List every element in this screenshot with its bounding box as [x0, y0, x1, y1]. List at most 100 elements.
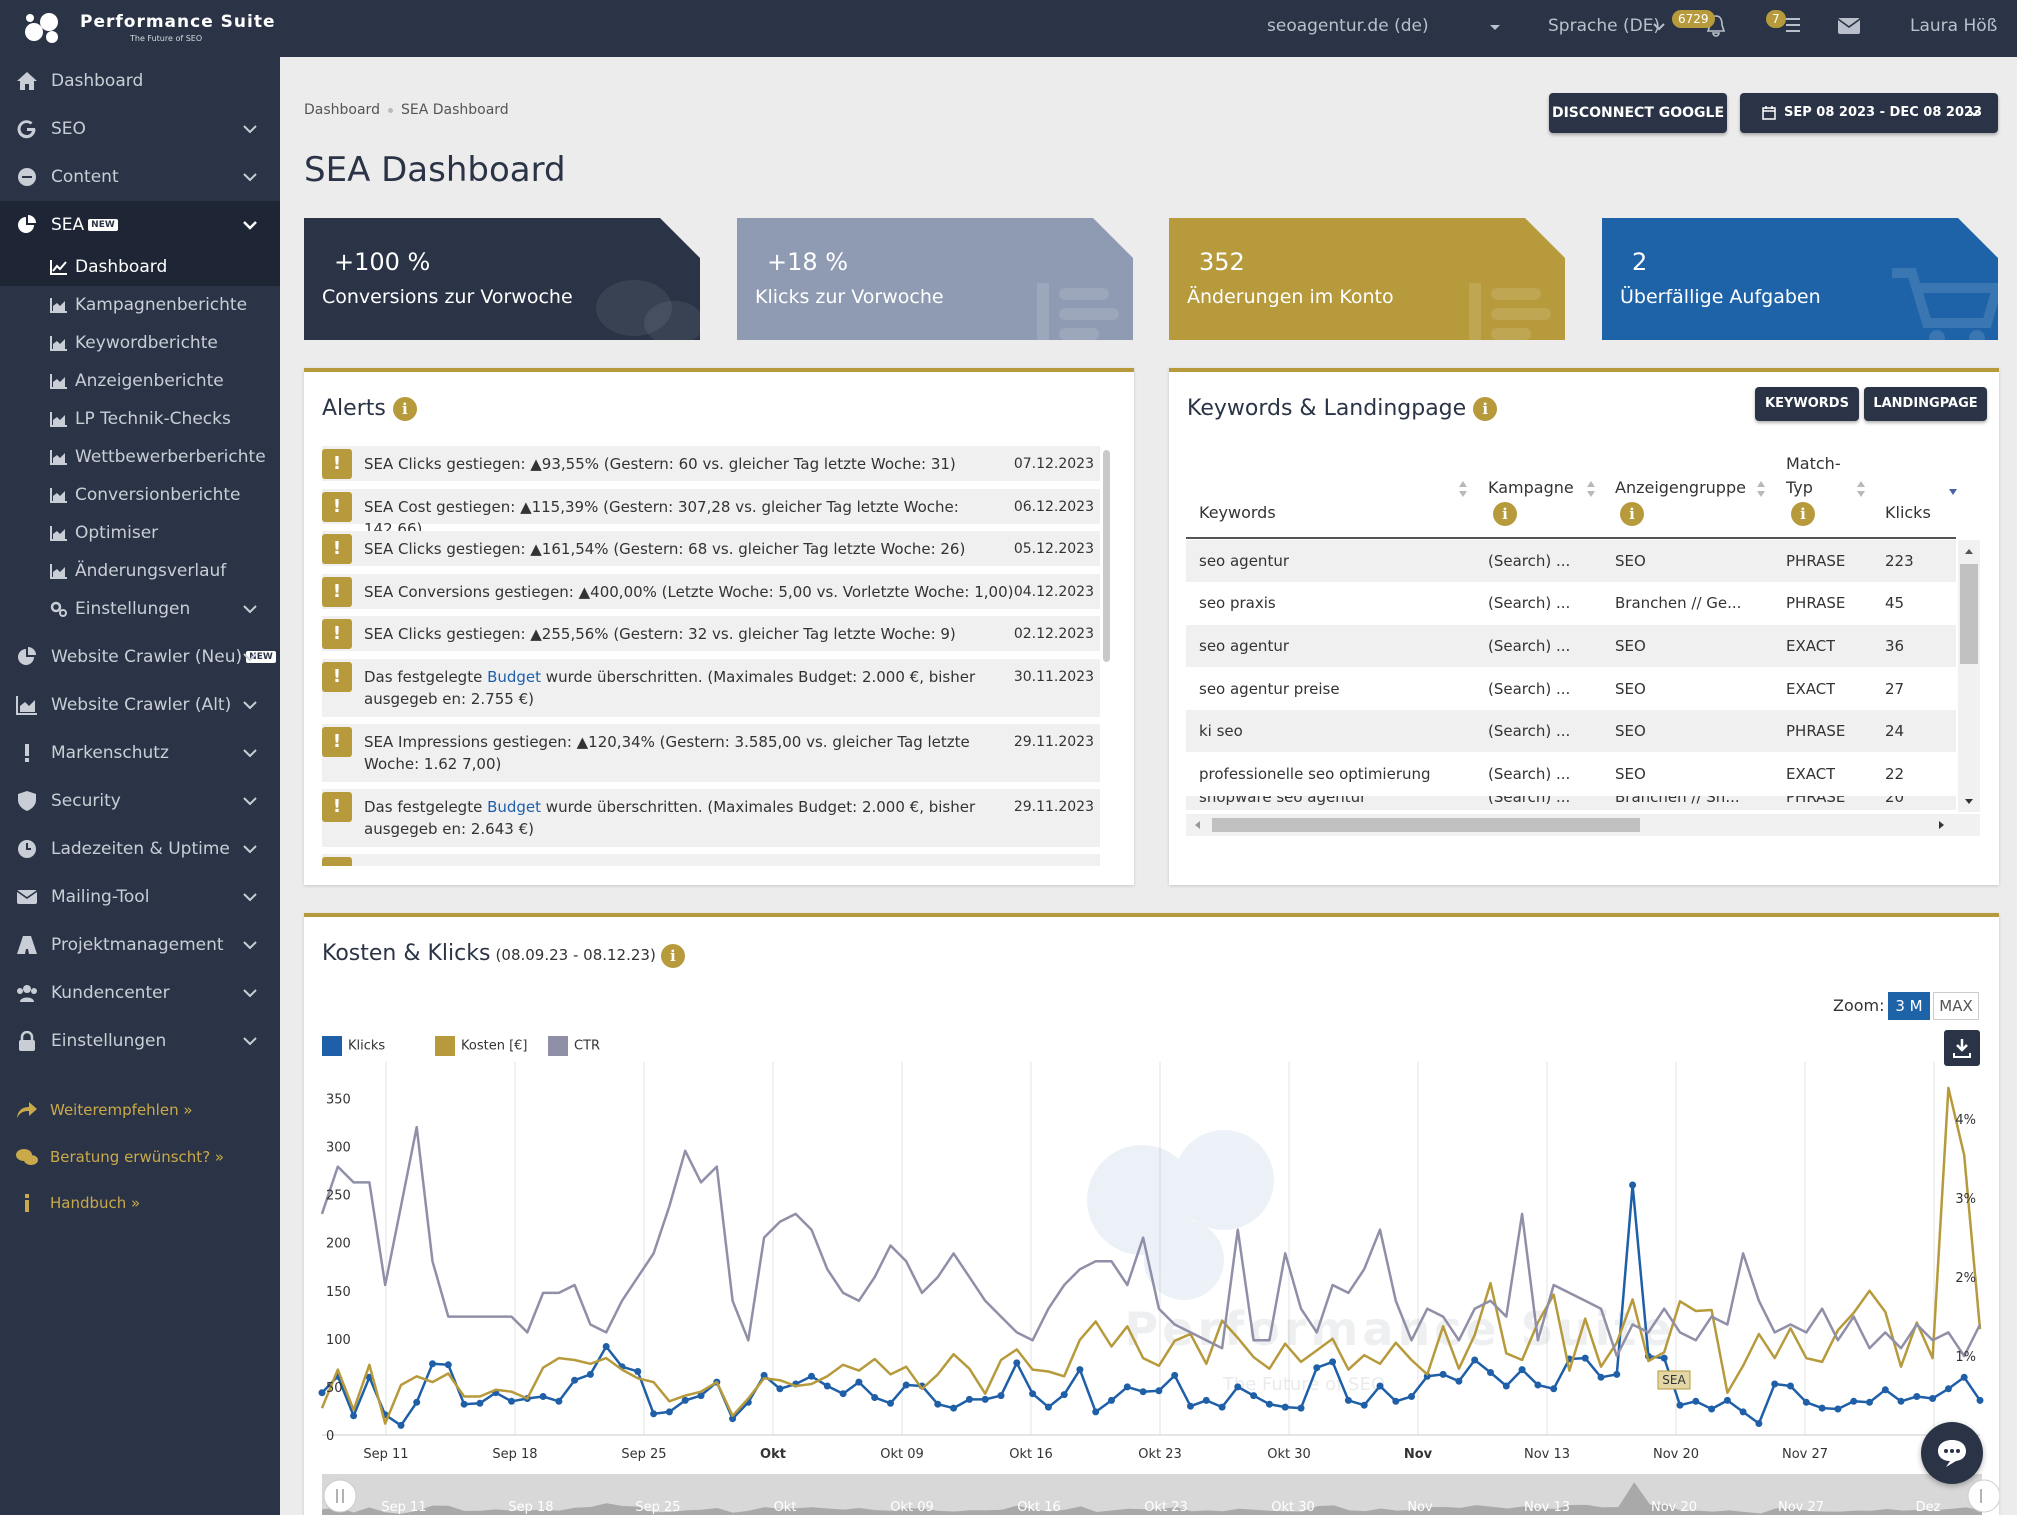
- klicks-point[interactable]: [1866, 1398, 1873, 1406]
- alert-row[interactable]: ! SEA Clicks gestiegen: ▲93,55% (Gestern:…: [322, 446, 1100, 481]
- table-row[interactable]: seo praxis (Search) ... Branchen // Ge..…: [1186, 582, 1956, 624]
- klicks-point[interactable]: [934, 1400, 942, 1408]
- klicks-point[interactable]: [1676, 1401, 1684, 1409]
- sidebar-sub-einstellungen[interactable]: Einstellungen: [0, 590, 280, 628]
- legend-item-kosten[interactable]: Kosten [€]: [435, 1036, 528, 1056]
- klicks-point[interactable]: [1092, 1408, 1100, 1416]
- sidebar-item-content[interactable]: Content: [0, 153, 280, 201]
- link-handbuch[interactable]: Handbuch »: [0, 1183, 280, 1223]
- klicks-point[interactable]: [760, 1371, 768, 1379]
- breadcrumb-item-dashboard[interactable]: Dashboard: [304, 102, 380, 118]
- budget-link[interactable]: Budget: [487, 798, 542, 816]
- klicks-point[interactable]: [634, 1368, 642, 1375]
- klicks-point[interactable]: [1881, 1386, 1889, 1394]
- link-beratung[interactable]: Beratung erwünscht? »: [0, 1137, 280, 1177]
- column-header-kampagne[interactable]: Kampagne: [1488, 478, 1574, 497]
- klicks-point[interactable]: [555, 1397, 563, 1405]
- cost-clicks-chart[interactable]: Performance Suite The Future of SEO Sep …: [304, 1060, 1999, 1515]
- klicks-point[interactable]: [1471, 1356, 1479, 1364]
- kpi-card-conversions[interactable]: +100 % Conversions zur Vorwoche: [304, 218, 700, 340]
- info-icon[interactable]: i: [660, 943, 685, 968]
- column-header-keywords[interactable]: Keywords: [1199, 503, 1276, 522]
- klicks-point[interactable]: [1202, 1396, 1210, 1404]
- sidebar-item-einstellungen[interactable]: Einstellungen: [0, 1017, 280, 1065]
- scrollbar-thumb[interactable]: [1212, 818, 1640, 832]
- klicks-point[interactable]: [1265, 1400, 1273, 1408]
- klicks-point[interactable]: [1692, 1397, 1700, 1405]
- klicks-point[interactable]: [1423, 1372, 1431, 1380]
- legend-item-klicks[interactable]: Klicks: [322, 1036, 385, 1056]
- klicks-point[interactable]: [1187, 1402, 1194, 1410]
- klicks-point[interactable]: [1613, 1370, 1621, 1378]
- table-row-partial[interactable]: shopware seo agentur (Search) ... Branch…: [1186, 796, 1956, 810]
- klicks-point[interactable]: [902, 1381, 910, 1389]
- sidebar-sub-conversionberichte[interactable]: Conversionberichte: [0, 476, 280, 514]
- column-header-anzeigengruppe[interactable]: Anzeigengruppe: [1615, 478, 1746, 497]
- link-weiterempfehlen[interactable]: Weiterempfehlen »: [0, 1090, 280, 1130]
- klicks-point[interactable]: [1408, 1393, 1415, 1400]
- alert-row[interactable]: ! SEA Cost gestiegen: ▲115,39% (Gestern: …: [322, 489, 1100, 538]
- klicks-point[interactable]: [1123, 1383, 1131, 1391]
- klicks-point[interactable]: [1044, 1403, 1052, 1411]
- tab-landingpage[interactable]: LANDINGPAGE: [1864, 387, 1987, 421]
- klicks-point[interactable]: [1297, 1404, 1305, 1412]
- sort-icon[interactable]: [1756, 480, 1766, 498]
- alert-row[interactable]: [322, 854, 1100, 866]
- klicks-point[interactable]: [1344, 1396, 1352, 1404]
- klicks-point[interactable]: [1708, 1405, 1716, 1413]
- sidebar-item-website-crawler-alt[interactable]: Website Crawler (Alt): [0, 681, 280, 729]
- sort-desc-icon[interactable]: [1948, 488, 1958, 496]
- klicks-point[interactable]: [1518, 1366, 1526, 1374]
- klicks-point[interactable]: [1534, 1381, 1542, 1389]
- klicks-point[interactable]: [1755, 1420, 1763, 1427]
- klicks-point[interactable]: [1597, 1373, 1605, 1381]
- klicks-point[interactable]: [1013, 1359, 1021, 1367]
- sidebar-sub-lp-technik-checks[interactable]: LP Technik-Checks: [0, 400, 280, 438]
- klicks-point[interactable]: [1155, 1387, 1163, 1395]
- klicks-point[interactable]: [681, 1396, 689, 1404]
- klicks-point[interactable]: [950, 1404, 958, 1412]
- klicks-point[interactable]: [1502, 1382, 1510, 1390]
- klicks-point[interactable]: [823, 1382, 831, 1390]
- sort-icon[interactable]: [1856, 480, 1866, 498]
- klicks-point[interactable]: [602, 1343, 610, 1350]
- klicks-point[interactable]: [1250, 1392, 1258, 1400]
- scroll-down-icon[interactable]: [1964, 798, 1974, 805]
- klicks-point[interactable]: [1581, 1354, 1589, 1362]
- table-row[interactable]: seo agentur preise (Search) ... SEO EXAC…: [1186, 668, 1956, 710]
- klicks-point[interactable]: [1897, 1397, 1905, 1405]
- table-vertical-scrollbar[interactable]: [1958, 540, 1980, 812]
- klicks-point[interactable]: [1060, 1391, 1068, 1399]
- sidebar-item-sea[interactable]: SEA NEW: [0, 201, 280, 249]
- klicks-point[interactable]: [981, 1395, 989, 1403]
- navigator-handle-left[interactable]: [323, 1479, 357, 1513]
- klicks-point[interactable]: [1455, 1377, 1463, 1385]
- klicks-point[interactable]: [1171, 1371, 1179, 1379]
- klicks-point[interactable]: [476, 1399, 484, 1407]
- klicks-point[interactable]: [729, 1415, 737, 1423]
- klicks-point[interactable]: [1976, 1396, 1984, 1404]
- table-row[interactable]: seo agentur (Search) ... SEO EXACT 36: [1186, 625, 1956, 667]
- user-menu[interactable]: Laura Höß: [1910, 0, 1997, 57]
- download-button[interactable]: [1944, 1030, 1980, 1066]
- klicks-point[interactable]: [429, 1360, 436, 1368]
- klicks-point[interactable]: [1029, 1390, 1037, 1398]
- sidebar-sub-kampagnenberichte[interactable]: Kampagnenberichte: [0, 286, 280, 324]
- klicks-point[interactable]: [839, 1390, 847, 1398]
- klicks-point[interactable]: [1929, 1395, 1937, 1402]
- klicks-point[interactable]: [318, 1389, 326, 1397]
- alert-row[interactable]: ! SEA Clicks gestiegen: ▲161,54% (Gestern…: [322, 531, 1100, 566]
- alerts-scrollbar-thumb[interactable]: [1103, 450, 1110, 662]
- klicks-point[interactable]: [1108, 1396, 1115, 1404]
- kpi-card-klicks[interactable]: +18 % Klicks zur Vorwoche: [737, 218, 1133, 340]
- scrollbar-thumb[interactable]: [1960, 564, 1978, 664]
- klicks-point[interactable]: [508, 1397, 515, 1405]
- table-row[interactable]: shopware seo agentur (Search) ... Branch…: [1186, 796, 1956, 810]
- klicks-point[interactable]: [1550, 1385, 1558, 1393]
- series-line-kosten[interactable]: [320, 1086, 1982, 1425]
- chevron-down-icon[interactable]: [1652, 20, 1666, 34]
- klicks-point[interactable]: [1218, 1403, 1226, 1411]
- klicks-point[interactable]: [697, 1392, 705, 1400]
- sidebar-item-website-crawler-neu[interactable]: Website Crawler (Neu) NEW: [0, 633, 280, 681]
- tab-keywords[interactable]: KEYWORDS: [1755, 387, 1859, 421]
